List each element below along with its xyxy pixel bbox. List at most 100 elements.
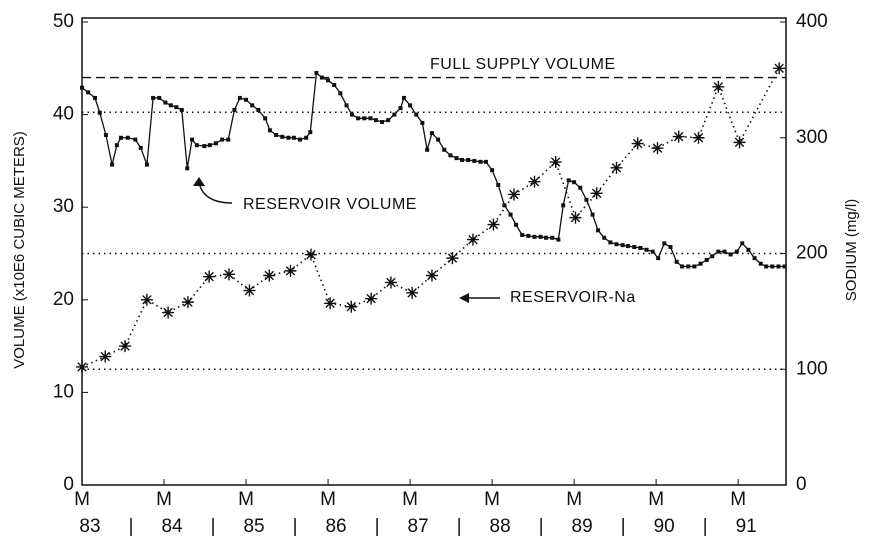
star-marker	[384, 276, 397, 289]
square-marker	[304, 135, 309, 140]
square-marker	[584, 197, 589, 202]
y-tick-label: 30	[53, 196, 74, 217]
square-marker	[483, 159, 488, 164]
star-marker	[466, 233, 479, 246]
star-marker	[692, 131, 705, 144]
y-tick-label: 10	[53, 381, 74, 402]
sodium-annotation: RESERVOIR-Na	[510, 289, 636, 306]
square-marker	[764, 264, 769, 269]
star-marker	[284, 264, 297, 277]
square-marker	[319, 75, 324, 80]
square-marker	[362, 116, 367, 121]
square-marker	[638, 245, 643, 250]
y2-tick-label: 100	[796, 358, 828, 379]
square-marker	[250, 103, 255, 108]
year-label: 90	[654, 516, 675, 537]
square-marker	[237, 95, 242, 100]
square-marker	[698, 261, 703, 266]
star-marker	[672, 130, 685, 143]
square-marker	[704, 257, 709, 262]
square-marker	[626, 244, 631, 249]
y-axis-label: VOLUME (x10E6 CUBIC METERS)	[11, 131, 28, 369]
star-marker	[345, 300, 358, 313]
square-marker	[782, 264, 787, 269]
square-marker	[556, 237, 561, 242]
square-marker	[86, 90, 91, 95]
y-tick-label: 20	[53, 289, 74, 310]
square-marker	[460, 157, 465, 162]
square-marker	[392, 112, 397, 117]
star-marker	[243, 284, 256, 297]
square-marker	[386, 118, 391, 123]
square-marker	[356, 116, 361, 121]
x-tick-label: M	[648, 489, 664, 510]
square-marker	[118, 135, 123, 140]
square-marker	[110, 162, 115, 167]
y2-tick-label: 300	[796, 127, 828, 148]
square-marker	[490, 168, 495, 173]
square-marker	[776, 264, 781, 269]
star-marker	[263, 269, 276, 282]
star-marker	[406, 286, 419, 299]
square-marker	[758, 261, 763, 266]
square-marker	[298, 137, 303, 142]
y2-tick-label: 200	[796, 243, 828, 264]
square-marker	[398, 106, 403, 111]
star-marker	[528, 175, 541, 188]
year-label: 85	[243, 516, 264, 537]
square-marker	[448, 153, 453, 158]
year-label: 88	[490, 516, 511, 537]
square-marker	[174, 105, 179, 110]
star-marker	[119, 340, 132, 353]
square-marker	[338, 91, 343, 96]
square-marker	[508, 212, 513, 217]
square-marker	[286, 135, 291, 140]
square-marker	[179, 107, 184, 112]
plot-frame	[81, 17, 787, 486]
square-marker	[332, 82, 337, 87]
x-tick-label: M	[238, 489, 254, 510]
year-label: 86	[325, 516, 346, 537]
square-marker	[256, 107, 261, 112]
square-marker	[728, 252, 733, 257]
square-marker	[662, 241, 667, 246]
x-tick-label: M	[566, 489, 582, 510]
square-marker	[746, 247, 751, 252]
square-marker	[644, 247, 649, 252]
square-marker	[692, 264, 697, 269]
square-marker	[151, 95, 156, 100]
square-marker	[650, 249, 655, 254]
star-marker	[549, 156, 562, 169]
square-marker	[280, 134, 285, 139]
square-marker	[716, 249, 721, 254]
square-marker	[454, 156, 459, 161]
square-marker	[566, 178, 571, 183]
square-marker	[344, 103, 349, 108]
star-marker	[222, 268, 235, 281]
star-marker	[162, 306, 175, 319]
y2-tick-label: 400	[796, 11, 828, 32]
square-marker	[632, 245, 637, 250]
star-marker	[181, 296, 194, 309]
x-tick-label: M	[320, 489, 336, 510]
square-marker	[442, 147, 447, 152]
square-marker	[274, 132, 279, 137]
square-marker	[620, 243, 625, 248]
star-marker	[487, 218, 500, 231]
star-marker	[590, 187, 603, 200]
star-marker	[365, 292, 378, 305]
year-label: 91	[736, 516, 757, 537]
square-marker	[544, 235, 549, 240]
y2-tick-label: 0	[796, 474, 807, 495]
square-marker	[561, 203, 566, 208]
square-marker	[502, 203, 507, 208]
star-marker	[610, 161, 623, 174]
square-marker	[602, 235, 607, 240]
annotation-arrowhead	[459, 293, 469, 303]
x-tick-label: M	[484, 489, 500, 510]
square-marker	[401, 95, 406, 100]
x-tick-label: M	[74, 489, 90, 510]
square-marker	[202, 144, 207, 149]
square-marker	[267, 128, 272, 133]
square-marker	[429, 131, 434, 136]
